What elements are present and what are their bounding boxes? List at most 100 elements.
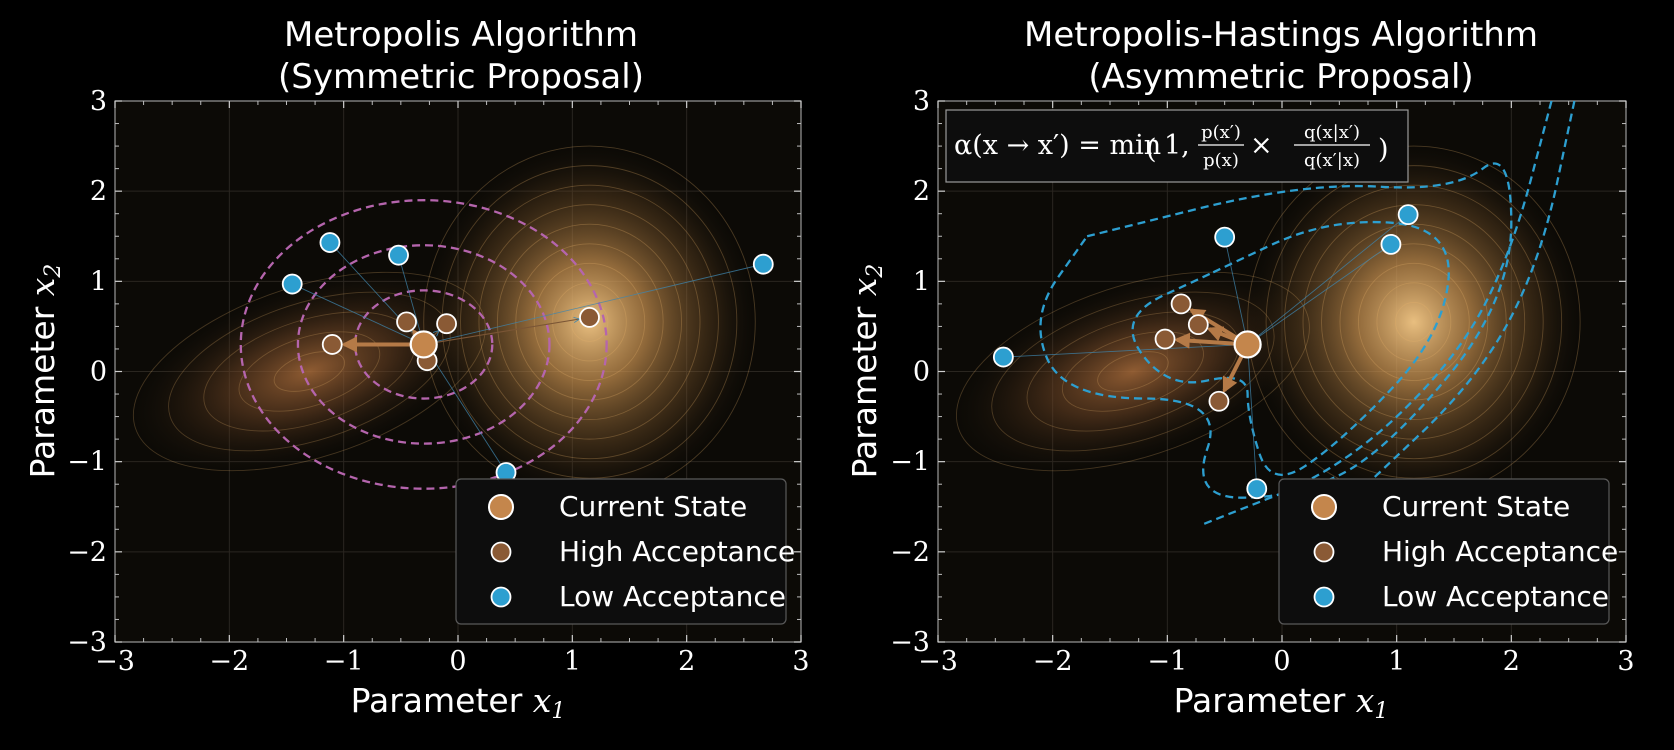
density-contour	[533, 262, 646, 381]
proposal-arrow-low	[1247, 244, 1391, 345]
density-contour	[1357, 262, 1470, 381]
density-contour	[1265, 165, 1563, 479]
x-tick-label: 2	[1503, 646, 1520, 677]
proposal-arrow-low	[1003, 344, 1248, 357]
high-acceptance-point	[1170, 293, 1192, 315]
density-contour	[570, 301, 609, 342]
y-tick-label: 2	[90, 176, 107, 207]
density-mode-left	[956, 272, 1310, 471]
high-acceptance-point	[1154, 328, 1176, 350]
formula-times: ×	[1250, 130, 1273, 161]
low-acceptance-point	[281, 273, 303, 295]
proposal-contour	[353, 289, 494, 400]
panel-asymmetric: Metropolis-Hastings Algorithm (Asymmetri…	[845, 15, 1635, 724]
formula-annotation: α(x → x′) = min ( 1, p(x′) p(x) × q(x|x′…	[945, 109, 1409, 183]
density-contour	[1097, 351, 1169, 392]
proposal-arrow-low	[292, 283, 424, 345]
high-acceptance-point	[1187, 314, 1209, 336]
proposal-contour	[1039, 162, 1513, 499]
legend-marker-low	[1313, 586, 1335, 608]
legend: Current State High Acceptance Low Accept…	[455, 478, 795, 625]
x-tick-label: −3	[95, 646, 135, 677]
density-contour	[955, 271, 1310, 472]
x-tick-label: 1	[564, 646, 581, 677]
low-acceptance-point	[319, 232, 341, 253]
proposal-arrow-low	[1225, 237, 1249, 345]
high-acceptance-point	[396, 311, 417, 333]
proposal-arrow-low	[423, 344, 506, 472]
x-tick-label: −2	[209, 646, 249, 677]
legend-entry-low: Low Acceptance	[559, 580, 786, 613]
x-tick-label: 0	[449, 646, 466, 677]
low-acceptance-point	[1214, 226, 1236, 248]
formula-frac2-num: q(x|x′)	[1304, 122, 1360, 143]
high-acceptance-point	[579, 306, 600, 328]
formula-frac1-den: p(x)	[1203, 150, 1239, 171]
x-tick-label: 1	[1388, 646, 1405, 677]
legend-frame	[455, 478, 787, 625]
y-tick-label: −2	[890, 537, 930, 568]
high-acceptance-point	[321, 334, 343, 355]
proposal-contours	[239, 199, 608, 490]
low-acceptance-point	[752, 253, 774, 275]
density-contour	[132, 271, 486, 472]
y-tick-label: −2	[67, 537, 107, 568]
y-tick-label: −1	[890, 447, 930, 478]
y-tick-label: 1	[90, 266, 107, 297]
legend-entry-high: High Acceptance	[1382, 535, 1618, 568]
density-contour	[273, 351, 346, 392]
formula-frac1-num: p(x′)	[1201, 122, 1241, 143]
x-axis-label: Parameter x1	[351, 681, 566, 724]
proposal-contour	[239, 199, 608, 490]
low-acceptance-point	[992, 346, 1014, 368]
y-axis-label: Parameter x2	[845, 264, 888, 479]
formula-one: 1,	[1164, 130, 1190, 161]
low-acceptance-point	[1380, 233, 1402, 255]
density-contour	[1321, 223, 1507, 421]
x-tick-label: 3	[792, 646, 809, 677]
low-acceptance-point	[388, 244, 409, 266]
y-tick-label: −3	[67, 627, 107, 658]
formula-paren-open: (	[1146, 134, 1157, 165]
x-tick-label: −2	[1033, 646, 1073, 677]
proposal-contour	[296, 244, 551, 445]
chart-subtitle: (Symmetric Proposal)	[278, 57, 644, 97]
proposal-arrow-high	[423, 319, 580, 345]
x-tick-label: −1	[1147, 646, 1187, 677]
legend-marker-high	[490, 541, 512, 563]
formula-paren-close: )	[1378, 134, 1389, 165]
high-acceptance-point	[436, 313, 457, 335]
axis-ticks: −3 −2 −1 0 1 2 3 −3 −2 −1 0 1 2 3	[890, 86, 1634, 677]
y-axis-label: Parameter x2	[23, 264, 66, 479]
density-contour	[1394, 301, 1433, 342]
legend-marker-low	[490, 586, 512, 608]
sample-points	[992, 204, 1419, 500]
low-acceptance-point	[1397, 204, 1419, 226]
density-contour	[515, 243, 664, 401]
axis-ticks: −3 −2 −1 0 1 2 3 −3 −2 −1 0 1 2 3	[67, 86, 809, 677]
density-contour	[238, 331, 381, 412]
density-contour	[1284, 184, 1544, 460]
density-contour	[460, 184, 719, 460]
low-acceptance-point	[1246, 478, 1268, 500]
chart-title: Metropolis-Hastings Algorithm	[1024, 15, 1538, 55]
proposal-contour	[1200, 101, 1553, 526]
proposal-contours	[1039, 101, 1576, 526]
proposal-contour	[1361, 101, 1576, 490]
x-axis-label: Parameter x1	[1174, 681, 1389, 724]
formula-box	[945, 109, 1409, 183]
y-tick-label: 0	[90, 357, 107, 388]
density-contour	[991, 291, 1275, 452]
y-tick-label: 0	[913, 357, 930, 388]
x-tick-label: −1	[324, 646, 364, 677]
formula-lhs: α(x → x′) = min	[954, 130, 1161, 161]
chart-subtitle: (Asymmetric Proposal)	[1088, 57, 1473, 97]
legend-entry-high: High Acceptance	[559, 535, 795, 568]
legend-entry-current: Current State	[559, 490, 747, 523]
x-tick-label: 2	[678, 646, 695, 677]
sample-points	[281, 232, 774, 483]
chart-title: Metropolis Algorithm	[284, 15, 638, 55]
current-state-point	[1233, 330, 1262, 359]
y-tick-label: −1	[67, 447, 107, 478]
legend-entry-current: Current State	[1382, 490, 1570, 523]
